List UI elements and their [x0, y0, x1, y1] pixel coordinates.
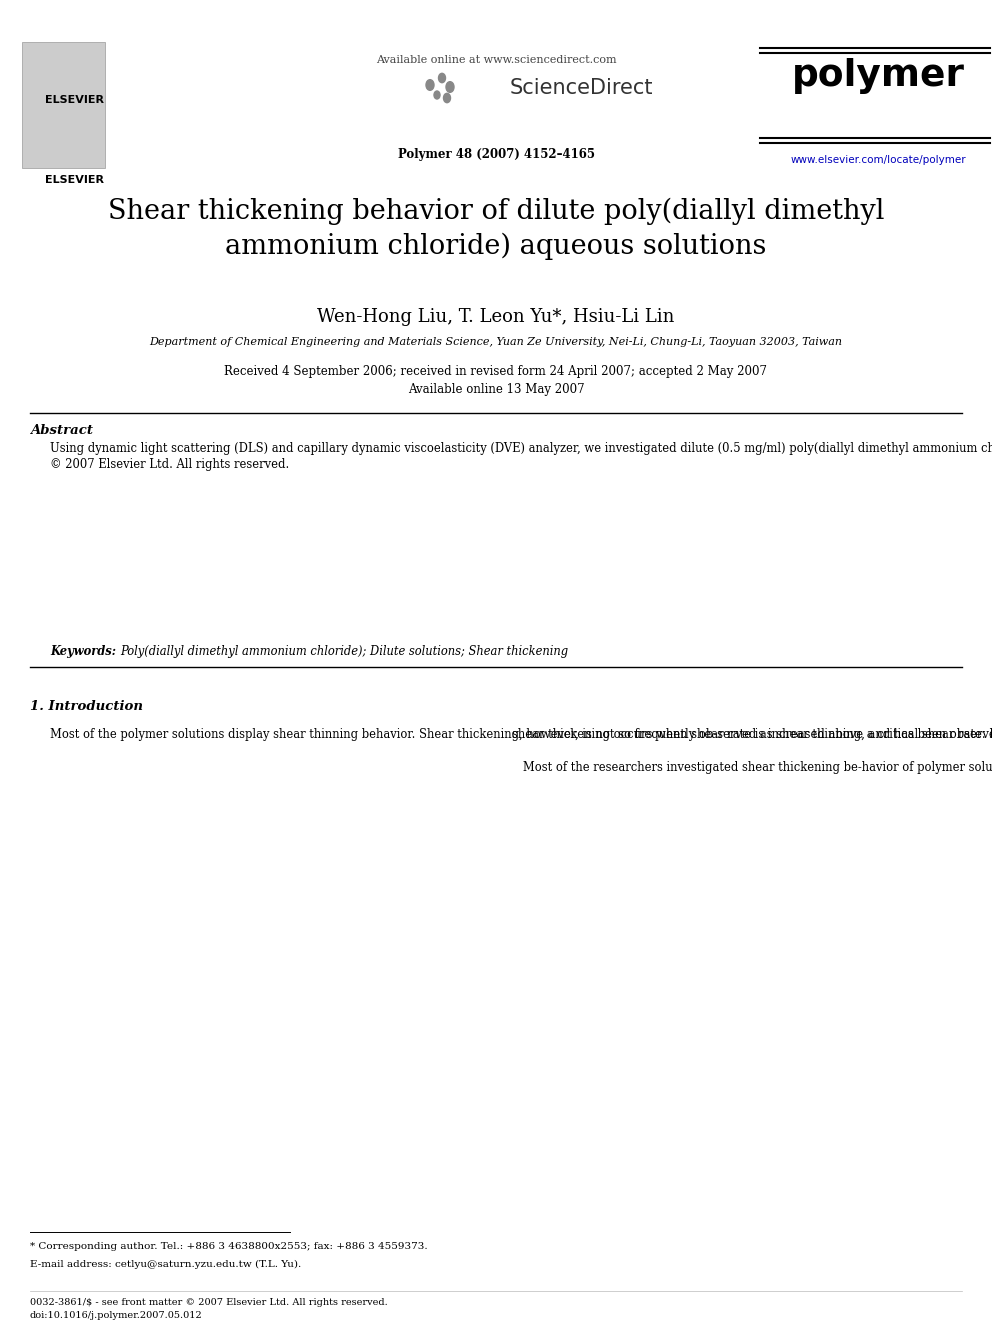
- Text: polymer: polymer: [792, 58, 964, 94]
- Text: ScienceDirect: ScienceDirect: [510, 78, 654, 98]
- Text: Using dynamic light scattering (DLS) and capillary dynamic viscoelasticity (DVE): Using dynamic light scattering (DLS) and…: [50, 442, 992, 471]
- Text: Most of the polymer solutions display shear thinning behavior. Shear thickening,: Most of the polymer solutions display sh…: [50, 728, 992, 741]
- Text: ELSEVIER: ELSEVIER: [45, 175, 103, 185]
- Text: Department of Chemical Engineering and Materials Science, Yuan Ze University, Ne: Department of Chemical Engineering and M…: [150, 337, 842, 347]
- Text: doi:10.1016/j.polymer.2007.05.012: doi:10.1016/j.polymer.2007.05.012: [30, 1311, 202, 1320]
- Circle shape: [426, 79, 434, 90]
- Text: Polymer 48 (2007) 4152–4165: Polymer 48 (2007) 4152–4165: [398, 148, 594, 161]
- Text: Abstract: Abstract: [30, 423, 93, 437]
- Text: Wen-Hong Liu, T. Leon Yu*, Hsiu-Li Lin: Wen-Hong Liu, T. Leon Yu*, Hsiu-Li Lin: [317, 308, 675, 325]
- Text: E-mail address: cetlyu@saturn.yzu.edu.tw (T.L. Yu).: E-mail address: cetlyu@saturn.yzu.edu.tw…: [30, 1259, 302, 1269]
- Text: Received 4 September 2006; received in revised form 24 April 2007; accepted 2 Ma: Received 4 September 2006; received in r…: [224, 365, 768, 378]
- Circle shape: [446, 82, 454, 93]
- Text: * Corresponding author. Tel.: +886 3 4638800x2553; fax: +886 3 4559373.: * Corresponding author. Tel.: +886 3 463…: [30, 1242, 428, 1252]
- Text: ELSEVIER: ELSEVIER: [45, 95, 103, 105]
- Text: Shear thickening behavior of dilute poly(diallyl dimethyl
ammonium chloride) aqu: Shear thickening behavior of dilute poly…: [108, 198, 884, 261]
- Text: Keywords:: Keywords:: [50, 646, 120, 658]
- Text: Poly(diallyl dimethyl ammonium chloride); Dilute solutions; Shear thickening: Poly(diallyl dimethyl ammonium chloride)…: [120, 646, 568, 658]
- Circle shape: [438, 73, 445, 82]
- FancyBboxPatch shape: [22, 42, 105, 168]
- Text: shear thickening occurs when shear rate is increased above a critical shear rate: shear thickening occurs when shear rate …: [512, 728, 992, 774]
- Text: 1. Introduction: 1. Introduction: [30, 700, 143, 713]
- Circle shape: [434, 91, 440, 99]
- Circle shape: [443, 94, 450, 103]
- Text: 0032-3861/$ - see front matter © 2007 Elsevier Ltd. All rights reserved.: 0032-3861/$ - see front matter © 2007 El…: [30, 1298, 388, 1307]
- Text: Available online 13 May 2007: Available online 13 May 2007: [408, 382, 584, 396]
- Text: www.elsevier.com/locate/polymer: www.elsevier.com/locate/polymer: [791, 155, 966, 165]
- Text: Available online at www.sciencedirect.com: Available online at www.sciencedirect.co…: [376, 56, 616, 65]
